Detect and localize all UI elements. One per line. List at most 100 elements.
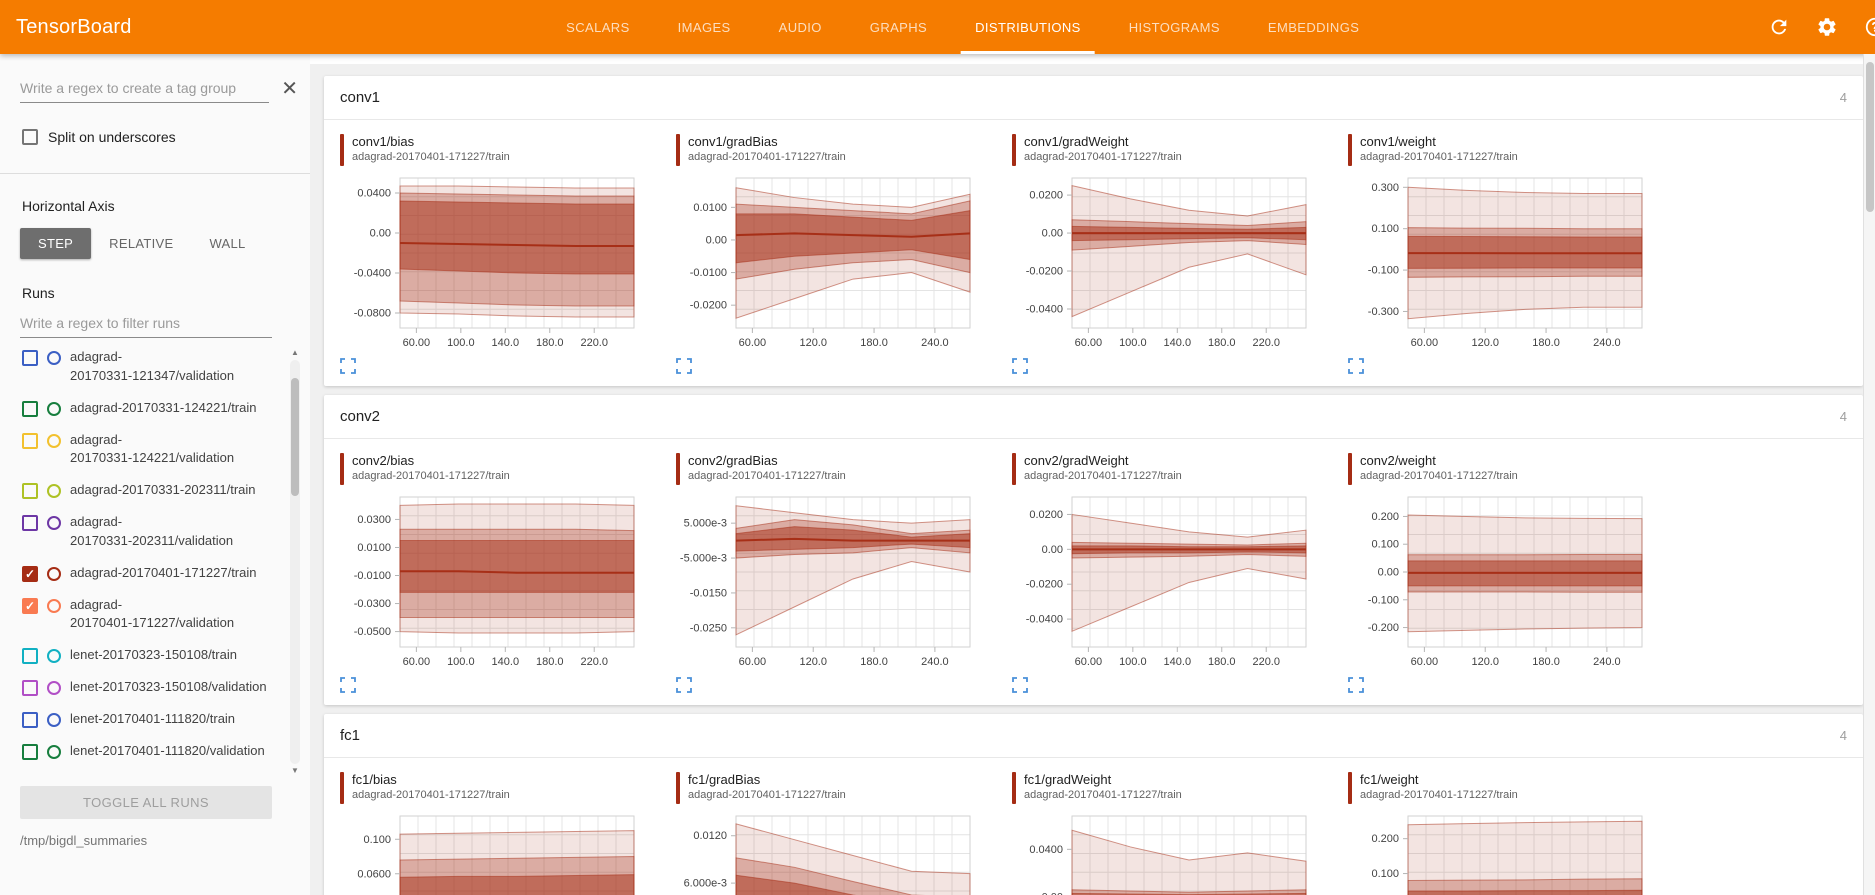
tab-embeddings[interactable]: EMBEDDINGS [1267,19,1360,35]
chart-title: conv2/weight [1360,453,1436,468]
svg-text:100.0: 100.0 [1119,337,1147,349]
svg-text:-5.000e-3: -5.000e-3 [680,553,727,565]
svg-text:-0.0100: -0.0100 [354,570,391,582]
svg-text:-0.0150: -0.0150 [690,587,727,599]
tab-images[interactable]: IMAGES [677,19,731,35]
svg-text:-0.0500: -0.0500 [354,626,391,638]
distribution-chart-conv2-gradWeight: 0.0200 0.00 -0.0200 -0.0400 60.00 100.0 140.0 1… [1026,496,1307,668]
axis-option-wall[interactable]: WALL [209,236,246,251]
close-icon[interactable]: ✕ [281,78,298,100]
svg-text:-0.0250: -0.0250 [690,622,727,634]
run-item[interactable]: lenet-20170323-150108/validation [22,678,276,697]
chart-run-label: adagrad-20170401-171227/train [1360,151,1518,164]
run-color-ring [47,744,61,759]
distribution-chart-fc1-gradWeight: 0.04000.00-0.040060.00100.0140.0180.0220… [1029,815,1307,895]
run-item[interactable]: adagrad-20170331-202311/train [22,481,276,500]
run-checkbox[interactable] [22,350,38,366]
axis-option-relative[interactable]: RELATIVE [109,236,174,251]
svg-text:120.0: 120.0 [799,656,827,668]
run-checkbox[interactable] [22,515,38,532]
run-checkbox[interactable]: ✓ [22,597,38,614]
run-item[interactable]: ✓ adagrad- 20170401-171227/validation [22,596,276,634]
expand-chart-button[interactable] [1348,358,1366,376]
svg-text:0.00: 0.00 [370,228,391,240]
tab-audio[interactable]: AUDIO [778,19,822,35]
axis-option-step[interactable]: STEP [20,228,92,259]
runs-scrollbar-thumb[interactable] [291,378,299,496]
tab-histograms[interactable]: HISTOGRAMS [1128,19,1220,35]
runs-scrollbar-track[interactable] [290,360,300,764]
chart-title-block: fc1/weight adagrad-20170401-171227/train [1348,772,1674,804]
run-item[interactable]: adagrad- 20170331-202311/validation [22,513,276,551]
run-item[interactable]: lenet-20170323-150108/train [22,646,276,665]
run-checkbox[interactable] [22,648,38,665]
svg-text:100.0: 100.0 [1119,656,1147,668]
scroll-down-icon[interactable]: ▼ [291,766,299,775]
run-checkbox[interactable] [22,743,38,760]
svg-text:0.100: 0.100 [1371,223,1399,235]
svg-text:0.00: 0.00 [1378,567,1399,579]
run-item[interactable]: lenet-20170401-112317/train [22,774,276,776]
run-item[interactable]: adagrad- 20170331-121347/validation [22,348,276,386]
svg-text:180.0: 180.0 [860,656,888,668]
expand-chart-button[interactable] [1348,677,1366,695]
scroll-up-icon[interactable]: ▲ [291,348,299,357]
svg-text:-0.0300: -0.0300 [354,598,391,610]
svg-text:140.0: 140.0 [1164,337,1192,349]
section-title: fc1 [340,727,361,744]
svg-text:240.0: 240.0 [921,337,949,349]
svg-text:-0.0200: -0.0200 [690,300,727,312]
tab-graphs[interactable]: GRAPHS [869,19,928,35]
svg-text:120.0: 120.0 [799,337,827,349]
split-underscores-row[interactable]: Split on underscores [22,129,310,145]
expand-chart-button[interactable] [676,358,694,376]
run-item[interactable]: ✓ adagrad-20170401-171227/train [22,564,276,583]
toggle-all-runs-button[interactable]: TOGGLE ALL RUNS [20,786,272,819]
tab-distributions[interactable]: DISTRIBUTIONS [951,0,1105,54]
section-card-conv1: conv1 4 conv1/bias adagrad-20170401-171227/… [324,76,1863,386]
run-checkbox[interactable] [22,680,38,697]
help-icon[interactable] [1864,16,1875,38]
chart-card: conv2/weight adagrad-20170401-171227/trai… [1338,441,1674,697]
run-item[interactable]: lenet-20170401-111820/validation [22,742,276,761]
svg-text:60.00: 60.00 [1075,337,1103,349]
chart-title: fc1/bias [352,772,397,787]
run-checkbox[interactable] [22,711,38,728]
run-color-ring [47,484,61,499]
svg-text:0.0400: 0.0400 [357,188,391,200]
chart-card: conv1/gradBias adagrad-20170401-171227/tr… [666,122,1002,378]
run-item[interactable]: lenet-20170401-111820/train [22,710,276,729]
run-name: adagrad-20170331-202311/train [70,482,256,498]
chart-card: conv2/gradWeight adagrad-20170401-171227/… [1002,441,1338,697]
expand-chart-button[interactable] [1012,358,1030,376]
expand-chart-button[interactable] [1012,677,1030,695]
run-checkbox[interactable] [22,432,38,449]
run-item[interactable]: adagrad- 20170331-124221/validation [22,431,276,469]
chart-card: conv2/bias adagrad-20170401-171227/train 0… [330,441,666,697]
run-checkbox[interactable] [22,483,38,500]
expand-chart-button[interactable] [676,677,694,695]
svg-text:140.0: 140.0 [492,656,520,668]
expand-chart-button[interactable] [340,677,358,695]
run-checkbox[interactable]: ✓ [22,565,38,582]
main-scrollbar-thumb[interactable] [1866,62,1874,212]
run-name: lenet-20170401-112317/train [70,774,236,776]
svg-text:0.0200: 0.0200 [1029,190,1063,202]
expand-chart-button[interactable] [340,358,358,376]
tab-scalars[interactable]: SCALARS [566,19,630,35]
svg-text:180.0: 180.0 [1208,656,1236,668]
run-color-ring [47,649,61,664]
svg-text:180.0: 180.0 [860,337,888,349]
chart-card: conv1/gradWeight adagrad-20170401-171227/… [1002,122,1338,378]
split-underscores-label: Split on underscores [48,129,176,145]
refresh-icon[interactable] [1768,16,1790,38]
runs-regex-input[interactable] [20,311,272,338]
header-actions [1768,16,1875,38]
tag-regex-input[interactable] [20,76,270,103]
split-underscores-checkbox[interactable] [22,129,38,145]
run-item[interactable]: adagrad-20170331-124221/train [22,399,276,418]
run-checkbox[interactable] [22,400,38,417]
chart-card: fc1/gradWeight adagrad-20170401-171227/tr… [1002,760,1338,895]
settings-gear-icon[interactable] [1816,16,1838,38]
